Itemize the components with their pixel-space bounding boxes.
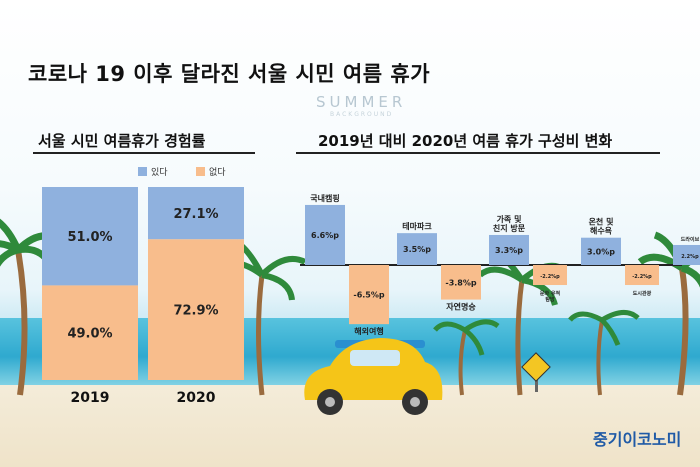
bar-국내캠핑 [305, 204, 345, 265]
road-sign-icon [521, 352, 551, 392]
legend-yes: 있다 [138, 165, 168, 178]
page-title: 코로나 19 이후 달라진 서울 시민 여름 휴가 [28, 62, 431, 86]
category-label: 도시관광 [633, 290, 652, 297]
data-label: 3.0%p [587, 247, 615, 256]
category-label: 국내캠핑 [310, 193, 339, 203]
data-label: 3.3%p [495, 246, 523, 255]
bar-문화 유적 탐방 [533, 265, 567, 286]
bar-2019-yes [42, 187, 138, 286]
bar-가족 및 친지 방문 [489, 234, 529, 265]
category-label: 온천 및 [589, 217, 614, 227]
data-label: 49.0% [67, 327, 112, 342]
data-label: -6.5%p [353, 291, 385, 300]
bar-도시관광 [625, 265, 659, 286]
palm-tree-icon [568, 310, 640, 396]
legend-yes-swatch [138, 167, 147, 176]
bar-온천 및 해수욕 [581, 237, 621, 265]
palm-tree-icon [0, 218, 62, 396]
category-label: 가족 및 [497, 214, 522, 224]
data-label: -2.2%p [632, 274, 652, 280]
palm-tree-icon [433, 319, 500, 396]
data-label: 72.9% [173, 304, 218, 319]
car-icon [304, 338, 443, 415]
legend-no-swatch [196, 167, 205, 176]
data-label: 2.2%p [681, 254, 699, 260]
data-label: 27.1% [173, 207, 218, 222]
bar-해외여행 [349, 265, 389, 325]
category-label: 해수욕 [590, 226, 613, 236]
chart1-underline [33, 152, 255, 154]
bar-2020-no [148, 239, 244, 380]
category-label: 문화 유적 [540, 290, 561, 297]
chart1-title: 서울 시민 여름휴가 경험률 [38, 132, 206, 150]
summer-decor-subtext: BACKGROUND [330, 111, 394, 118]
bar-2020-yes [148, 187, 244, 240]
legend-no-label: 없다 [209, 168, 226, 178]
x-tick-label: 2020 [177, 390, 216, 406]
bar-2019-no [42, 285, 138, 380]
bar-자연명승 [441, 265, 481, 300]
data-label: 6.6%p [311, 231, 339, 240]
legend-yes-label: 있다 [151, 168, 168, 178]
data-label: 51.0% [67, 230, 112, 245]
bar-드라이브 [673, 244, 700, 265]
category-label: 드라이브 [681, 236, 700, 243]
category-label: 탐방 [545, 296, 555, 303]
category-label: 해외여행 [354, 326, 383, 336]
category-label: 자연명승 [446, 302, 476, 312]
category-label: 테마파크 [402, 221, 432, 231]
data-label: -3.8%p [445, 278, 477, 287]
data-label: 3.5%p [403, 245, 431, 254]
summer-decor-text: SUMMER [316, 93, 407, 111]
chart2-underline [296, 152, 660, 154]
chart2-title: 2019년 대비 2020년 여름 휴가 구성비 변화 [318, 132, 613, 150]
brand-logo: 중기이코노미 [593, 430, 682, 449]
bar-테마파크 [397, 233, 437, 265]
palm-tree-icon [637, 231, 700, 396]
legend-no: 없다 [196, 165, 226, 178]
category-label: 친지 방문 [493, 223, 526, 233]
x-tick-label: 2019 [71, 390, 110, 406]
data-label: -2.2%p [540, 274, 560, 280]
